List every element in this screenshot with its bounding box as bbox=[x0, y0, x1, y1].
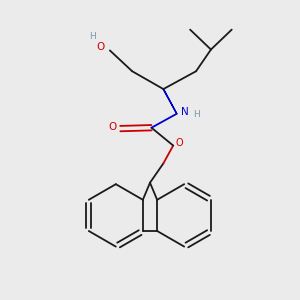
Text: O: O bbox=[109, 122, 117, 132]
Text: O: O bbox=[175, 138, 183, 148]
Text: O: O bbox=[96, 42, 104, 52]
Polygon shape bbox=[163, 89, 177, 114]
Text: H: H bbox=[193, 110, 200, 119]
Text: N: N bbox=[181, 107, 189, 117]
Text: H: H bbox=[89, 32, 96, 41]
